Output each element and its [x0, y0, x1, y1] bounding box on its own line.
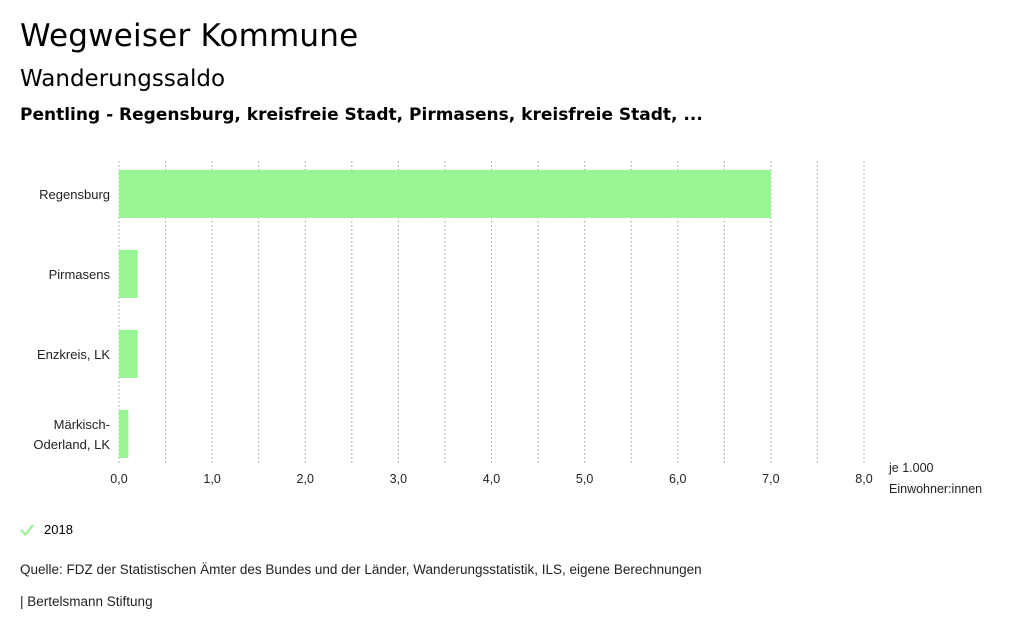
tick-label: 1,0 — [203, 472, 220, 486]
legend-item-2018[interactable]: 2018 — [20, 522, 73, 537]
check-icon — [20, 523, 34, 536]
chart-subtitle: Wanderungssaldo — [20, 66, 226, 92]
bar-chart: Regensburg Pirmasens Enzkreis, LK Märkisch-… — [33, 161, 982, 496]
tick-label: 0,0 — [110, 472, 127, 486]
legend-label: 2018 — [44, 522, 73, 537]
category-label: Enzkreis, LK — [37, 347, 110, 362]
bar-1 — [119, 170, 771, 218]
page-title: Wegweiser Kommune — [20, 18, 359, 54]
category-label: Märkisch- — [54, 417, 110, 432]
unit-label: Einwohner:innen — [889, 482, 982, 496]
tick-label: 3,0 — [390, 472, 407, 486]
category-label: Oderland, LK — [33, 437, 110, 452]
tick-label: 6,0 — [669, 472, 686, 486]
publisher-note: | Bertelsmann Stiftung — [20, 594, 153, 609]
bar-2 — [119, 250, 138, 298]
tick-label: 8,0 — [855, 472, 872, 486]
bar-4 — [119, 410, 129, 458]
source-note: Quelle: FDZ der Statistischen Ämter des … — [20, 562, 702, 577]
entity-list: Pentling - Regensburg, kreisfreie Stadt,… — [20, 105, 703, 125]
bar-3 — [119, 330, 138, 378]
category-label: Regensburg — [39, 187, 110, 202]
tick-label: 5,0 — [576, 472, 593, 486]
tick-label: 4,0 — [483, 472, 500, 486]
tick-label: 7,0 — [762, 472, 779, 486]
tick-label: 2,0 — [297, 472, 314, 486]
unit-label: je 1.000 — [888, 461, 934, 475]
category-label: Pirmasens — [49, 267, 111, 282]
